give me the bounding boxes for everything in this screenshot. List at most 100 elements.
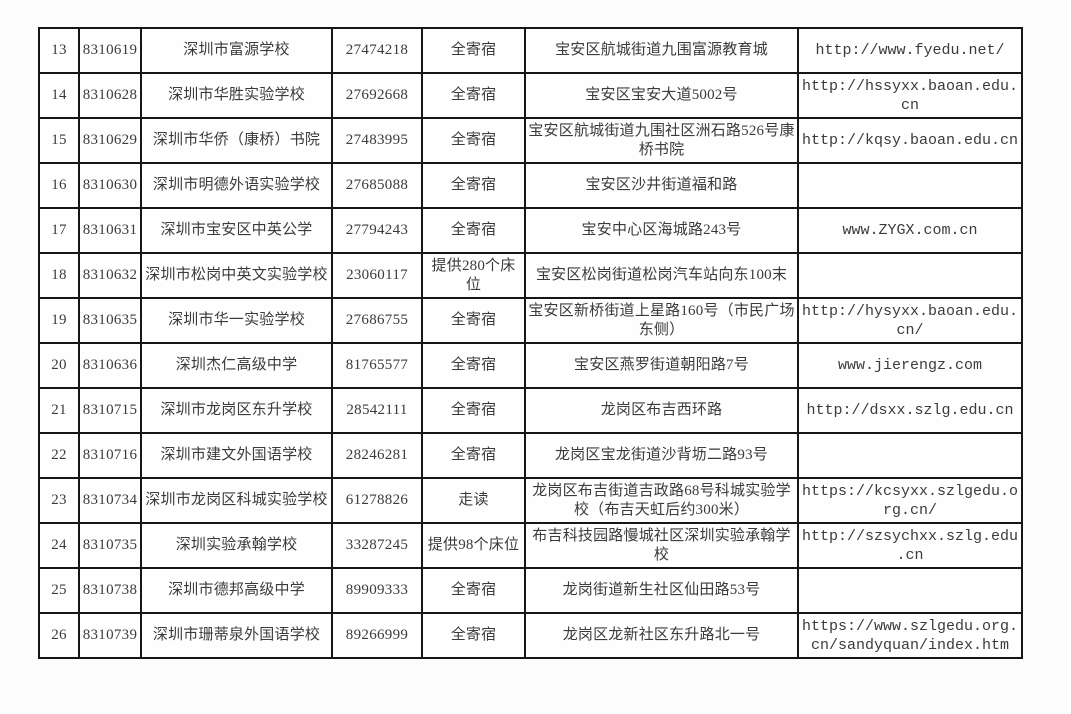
- cell-school-name: 深圳市建文外国语学校: [140, 432, 333, 479]
- cell-row-number: 14: [38, 72, 80, 119]
- cell-row-number: 13: [38, 27, 80, 74]
- table-row: 20 8310636 深圳杰仁高级中学 81765577 全寄宿 宝安区燕罗街道…: [38, 342, 1023, 389]
- cell-row-number: 18: [38, 252, 80, 299]
- cell-school-name: 深圳市华一实验学校: [140, 297, 333, 344]
- cell-boarding-status: 全寄宿: [421, 567, 526, 614]
- cell-website-url: [797, 162, 1023, 209]
- cell-boarding-status: 全寄宿: [421, 612, 526, 659]
- cell-school-code: 8310629: [78, 117, 142, 164]
- cell-school-name: 深圳市富源学校: [140, 27, 333, 74]
- cell-phone-number: 89909333: [331, 567, 423, 614]
- cell-school-name: 深圳市龙岗区科城实验学校: [140, 477, 333, 524]
- cell-website-url: www.ZYGX.com.cn: [797, 207, 1023, 254]
- table-row: 19 8310635 深圳市华一实验学校 27686755 全寄宿 宝安区新桥街…: [38, 297, 1023, 344]
- cell-address: 宝安区沙井街道福和路: [524, 162, 799, 209]
- cell-address: 宝安区宝安大道5002号: [524, 72, 799, 119]
- cell-phone-number: 23060117: [331, 252, 423, 299]
- cell-row-number: 19: [38, 297, 80, 344]
- cell-phone-number: 27483995: [331, 117, 423, 164]
- cell-website-url: https://www.szlgedu.org.cn/sandyquan/ind…: [797, 612, 1023, 659]
- cell-school-name: 深圳市华侨（康桥）书院: [140, 117, 333, 164]
- cell-school-code: 8310628: [78, 72, 142, 119]
- cell-school-name: 深圳市龙岗区东升学校: [140, 387, 333, 434]
- cell-school-name: 深圳杰仁高级中学: [140, 342, 333, 389]
- cell-website-url: http://szsychxx.szlg.edu.cn: [797, 522, 1023, 569]
- cell-school-name: 深圳市明德外语实验学校: [140, 162, 333, 209]
- cell-phone-number: 27686755: [331, 297, 423, 344]
- cell-school-code: 8310738: [78, 567, 142, 614]
- cell-address: 宝安中心区海城路243号: [524, 207, 799, 254]
- cell-website-url: http://kqsy.baoan.edu.cn: [797, 117, 1023, 164]
- cell-school-code: 8310734: [78, 477, 142, 524]
- table-row: 17 8310631 深圳市宝安区中英公学 27794243 全寄宿 宝安中心区…: [38, 207, 1023, 254]
- cell-row-number: 22: [38, 432, 80, 479]
- cell-school-code: 8310716: [78, 432, 142, 479]
- cell-boarding-status: 提供98个床位: [421, 522, 526, 569]
- table-row: 14 8310628 深圳市华胜实验学校 27692668 全寄宿 宝安区宝安大…: [38, 72, 1023, 119]
- cell-row-number: 15: [38, 117, 80, 164]
- cell-row-number: 16: [38, 162, 80, 209]
- cell-website-url: http://dsxx.szlg.edu.cn: [797, 387, 1023, 434]
- cell-school-name: 深圳市德邦高级中学: [140, 567, 333, 614]
- cell-row-number: 25: [38, 567, 80, 614]
- cell-boarding-status: 全寄宿: [421, 72, 526, 119]
- cell-website-url: [797, 432, 1023, 479]
- cell-phone-number: 81765577: [331, 342, 423, 389]
- cell-boarding-status: 全寄宿: [421, 117, 526, 164]
- cell-school-code: 8310715: [78, 387, 142, 434]
- table-row: 16 8310630 深圳市明德外语实验学校 27685088 全寄宿 宝安区沙…: [38, 162, 1023, 209]
- cell-school-code: 8310619: [78, 27, 142, 74]
- cell-boarding-status: 全寄宿: [421, 27, 526, 74]
- cell-phone-number: 27692668: [331, 72, 423, 119]
- cell-boarding-status: 提供280个床位: [421, 252, 526, 299]
- cell-website-url: http://hysyxx.baoan.edu.cn/: [797, 297, 1023, 344]
- cell-boarding-status: 全寄宿: [421, 432, 526, 479]
- table-row: 15 8310629 深圳市华侨（康桥）书院 27483995 全寄宿 宝安区航…: [38, 117, 1023, 164]
- cell-website-url: http://hssyxx.baoan.edu.cn: [797, 72, 1023, 119]
- cell-address: 宝安区航城街道九围富源教育城: [524, 27, 799, 74]
- cell-school-code: 8310632: [78, 252, 142, 299]
- cell-address: 布吉科技园路慢城社区深圳实验承翰学校: [524, 522, 799, 569]
- cell-boarding-status: 全寄宿: [421, 207, 526, 254]
- cell-row-number: 24: [38, 522, 80, 569]
- school-list-table: 13 8310619 深圳市富源学校 27474218 全寄宿 宝安区航城街道九…: [38, 27, 1023, 659]
- table-row: 22 8310716 深圳市建文外国语学校 28246281 全寄宿 龙岗区宝龙…: [38, 432, 1023, 479]
- cell-address: 宝安区新桥街道上星路160号（市民广场东侧）: [524, 297, 799, 344]
- cell-boarding-status: 走读: [421, 477, 526, 524]
- cell-website-url: [797, 567, 1023, 614]
- cell-boarding-status: 全寄宿: [421, 387, 526, 434]
- cell-website-url: https://kcsyxx.szlgedu.org.cn/: [797, 477, 1023, 524]
- cell-address: 龙岗区布吉街道吉政路68号科城实验学校（布吉天虹后约300米）: [524, 477, 799, 524]
- cell-school-code: 8310739: [78, 612, 142, 659]
- cell-school-name: 深圳市松岗中英文实验学校: [140, 252, 333, 299]
- cell-phone-number: 89266999: [331, 612, 423, 659]
- cell-phone-number: 28246281: [331, 432, 423, 479]
- cell-address: 宝安区航城街道九围社区洲石路526号康桥书院: [524, 117, 799, 164]
- cell-address: 宝安区燕罗街道朝阳路7号: [524, 342, 799, 389]
- cell-address: 宝安区松岗街道松岗汽车站向东100末: [524, 252, 799, 299]
- cell-boarding-status: 全寄宿: [421, 342, 526, 389]
- school-table-body: 13 8310619 深圳市富源学校 27474218 全寄宿 宝安区航城街道九…: [38, 27, 1023, 659]
- cell-row-number: 26: [38, 612, 80, 659]
- cell-phone-number: 28542111: [331, 387, 423, 434]
- cell-boarding-status: 全寄宿: [421, 297, 526, 344]
- cell-phone-number: 61278826: [331, 477, 423, 524]
- cell-school-name: 深圳市珊蒂泉外国语学校: [140, 612, 333, 659]
- cell-row-number: 23: [38, 477, 80, 524]
- cell-school-name: 深圳市华胜实验学校: [140, 72, 333, 119]
- cell-school-code: 8310636: [78, 342, 142, 389]
- cell-website-url: http://www.fyedu.net/: [797, 27, 1023, 74]
- cell-row-number: 20: [38, 342, 80, 389]
- cell-phone-number: 33287245: [331, 522, 423, 569]
- table-row: 25 8310738 深圳市德邦高级中学 89909333 全寄宿 龙岗街道新生…: [38, 567, 1023, 614]
- table-row: 13 8310619 深圳市富源学校 27474218 全寄宿 宝安区航城街道九…: [38, 27, 1023, 74]
- table-row: 18 8310632 深圳市松岗中英文实验学校 23060117 提供280个床…: [38, 252, 1023, 299]
- cell-school-code: 8310635: [78, 297, 142, 344]
- cell-address: 龙岗区宝龙街道沙背坜二路93号: [524, 432, 799, 479]
- table-row: 23 8310734 深圳市龙岗区科城实验学校 61278826 走读 龙岗区布…: [38, 477, 1023, 524]
- table-row: 21 8310715 深圳市龙岗区东升学校 28542111 全寄宿 龙岗区布吉…: [38, 387, 1023, 434]
- cell-school-code: 8310630: [78, 162, 142, 209]
- cell-school-code: 8310631: [78, 207, 142, 254]
- cell-row-number: 17: [38, 207, 80, 254]
